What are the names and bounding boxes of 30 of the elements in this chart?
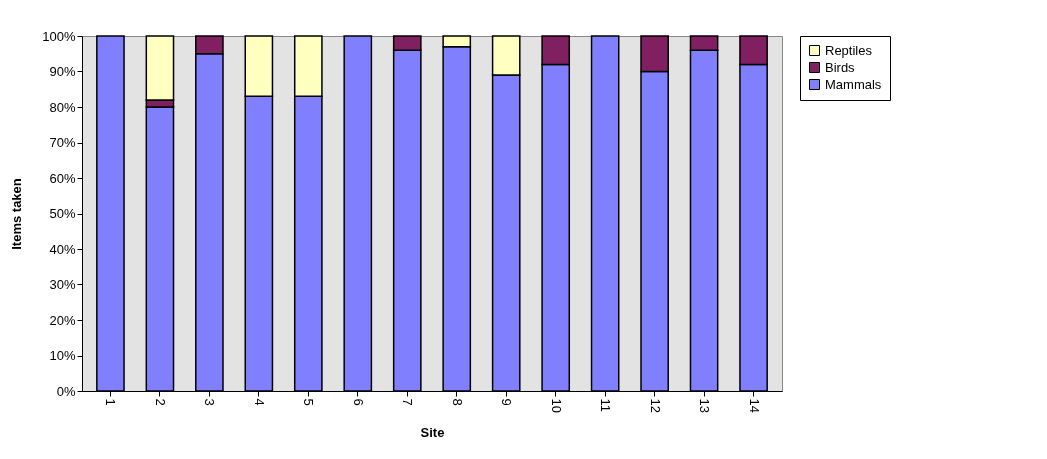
x-tick-label: 8 <box>449 398 465 406</box>
legend-label: Mammals <box>825 76 882 92</box>
y-tick-label: 80% <box>49 99 76 115</box>
y-tick-label: 10% <box>49 348 76 363</box>
x-tick-label: 11 <box>598 398 614 412</box>
y-tick-label: 90% <box>49 64 76 79</box>
x-tick-label: 4 <box>251 398 267 406</box>
legend-label: Reptiles <box>825 42 873 58</box>
x-tick-label: 12 <box>647 398 663 413</box>
x-tick-label: 14 <box>746 398 762 413</box>
x-tick-label: 9 <box>499 398 515 406</box>
x-tick-label: 7 <box>400 398 416 406</box>
y-axis-title: Items taken <box>9 178 25 250</box>
x-tick-label: 3 <box>202 398 218 406</box>
x-tick-label: 1 <box>103 398 119 406</box>
y-tick-label: 20% <box>49 312 76 328</box>
y-tick-label: 30% <box>49 277 76 292</box>
y-tick-label: 70% <box>49 135 76 150</box>
x-axis-title: Site <box>420 424 445 440</box>
y-tick-label: 40% <box>49 241 76 257</box>
y-tick-label: 0% <box>56 383 76 399</box>
legend-label: Birds <box>825 59 856 75</box>
x-tick-label: 2 <box>152 398 168 406</box>
x-tick-label: 13 <box>697 398 713 413</box>
y-tick-label: 100% <box>42 28 76 44</box>
x-tick-label: 6 <box>350 398 366 406</box>
y-tick-label: 50% <box>49 206 76 221</box>
y-tick-label: 60% <box>49 170 76 186</box>
x-tick-label: 10 <box>548 398 564 413</box>
x-tick-label: 5 <box>301 398 317 406</box>
